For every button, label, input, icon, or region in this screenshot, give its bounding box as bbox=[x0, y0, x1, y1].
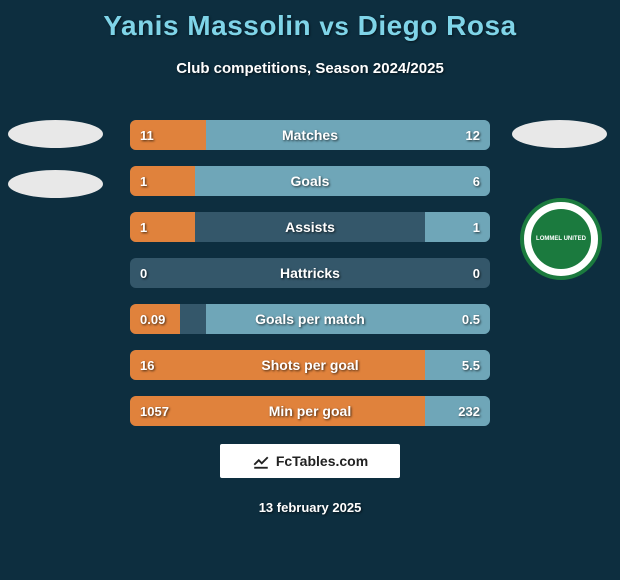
vs-text: vs bbox=[319, 11, 349, 41]
stat-label: Hattricks bbox=[130, 258, 490, 288]
stat-row: 00Hattricks bbox=[130, 258, 490, 288]
stat-label: Goals per match bbox=[130, 304, 490, 334]
left-badges bbox=[8, 120, 108, 220]
stat-row: 11Assists bbox=[130, 212, 490, 242]
club-badge-inner: LOMMEL UNITED bbox=[531, 209, 591, 269]
chart-icon bbox=[252, 452, 270, 470]
player2-name: Diego Rosa bbox=[358, 10, 517, 41]
footer-logo-text: FcTables.com bbox=[276, 453, 368, 469]
stat-label: Min per goal bbox=[130, 396, 490, 426]
stat-row: 1112Matches bbox=[130, 120, 490, 150]
club-badge: LOMMEL UNITED bbox=[520, 198, 602, 280]
stat-row: 16Goals bbox=[130, 166, 490, 196]
stats-bars: 1112Matches 16Goals 11Assists 00Hattricks 0.… bbox=[130, 120, 490, 442]
comparison-title: Yanis Massolin vs Diego Rosa bbox=[0, 0, 620, 42]
date-text: 13 february 2025 bbox=[0, 500, 620, 515]
stat-label: Shots per goal bbox=[130, 350, 490, 380]
stat-label: Matches bbox=[130, 120, 490, 150]
stat-row: 165.5Shots per goal bbox=[130, 350, 490, 380]
subtitle: Club competitions, Season 2024/2025 bbox=[0, 60, 620, 77]
left-badge-2 bbox=[8, 170, 103, 198]
left-badge-1 bbox=[8, 120, 103, 148]
stat-row: 1057232Min per goal bbox=[130, 396, 490, 426]
right-badge-1 bbox=[512, 120, 607, 148]
player1-name: Yanis Massolin bbox=[103, 10, 311, 41]
stat-label: Assists bbox=[130, 212, 490, 242]
right-badges: LOMMEL UNITED bbox=[512, 120, 612, 280]
stat-row: 0.090.5Goals per match bbox=[130, 304, 490, 334]
footer-logo: FcTables.com bbox=[220, 444, 400, 478]
stat-label: Goals bbox=[130, 166, 490, 196]
